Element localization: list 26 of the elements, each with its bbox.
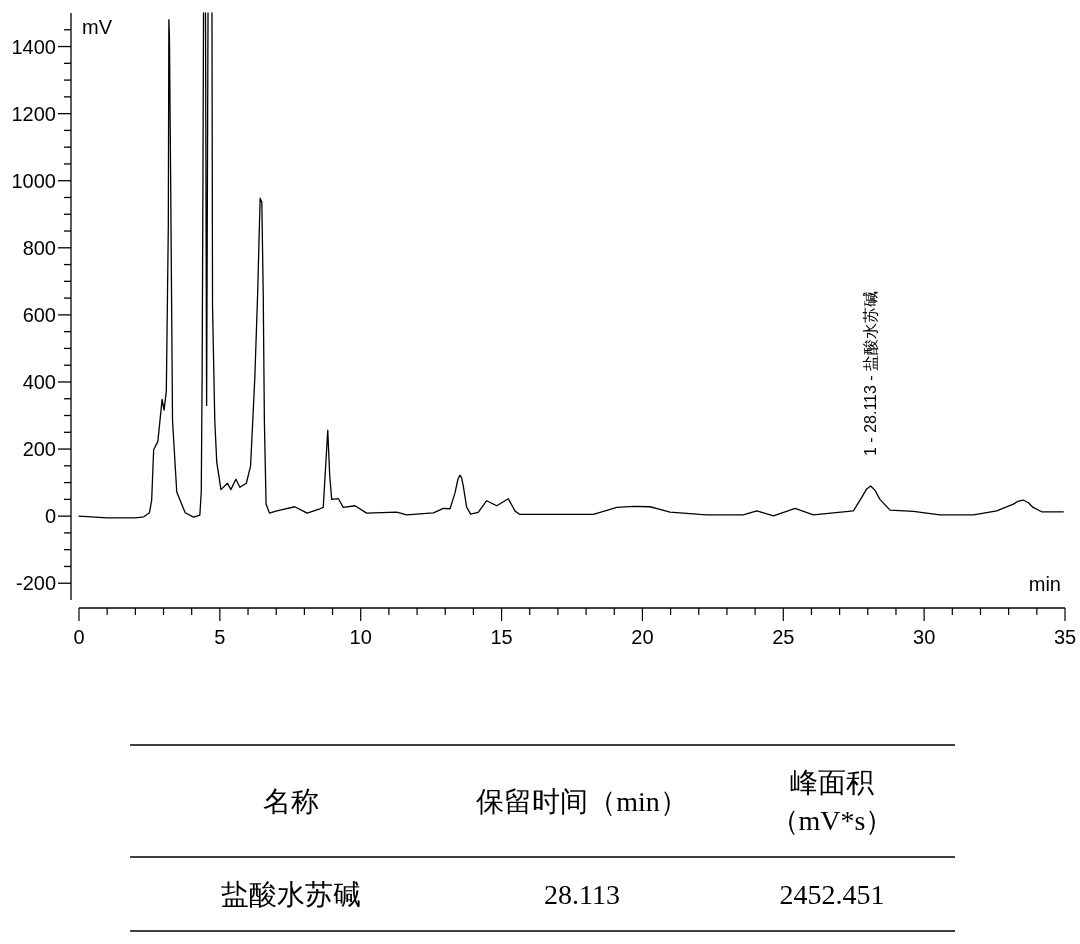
y-tick-label: 1400 [11,35,56,58]
y-tick-label: -200 [15,572,56,595]
y-tick-label: 800 [22,236,56,259]
annotation: 1 - 28.113 - 盐酸水苏碱 [862,290,880,456]
x-tick-label: 30 [913,626,936,648]
text: 28.113 [544,878,620,910]
y-tick-label: 1000 [11,169,56,192]
x-tick-label: 25 [772,626,795,648]
x-tick-label: 35 [1053,626,1077,648]
y-tick-label: 1200 [11,102,56,125]
y-tick-label: 0 [44,505,56,528]
x-tick-label: 0 [73,626,85,648]
text: 盐酸水苏碱 [221,878,361,910]
x-tick-label: 15 [490,626,513,648]
x-axis-title: min [1028,573,1061,595]
y-tick-label: 200 [22,438,56,461]
x-tick-label: 20 [631,626,654,648]
y-axis-title: mV [82,16,113,38]
x-tick-label: 5 [214,626,226,648]
text: 峰面积（mV*s） [770,766,894,836]
y-tick-label: 600 [22,303,56,326]
y-tick-label: 400 [22,370,56,393]
text: 2452.451 [779,878,885,910]
text: 名称 [263,785,319,817]
x-tick-label: 10 [349,626,372,648]
text: 保留时间（min） [476,785,688,817]
